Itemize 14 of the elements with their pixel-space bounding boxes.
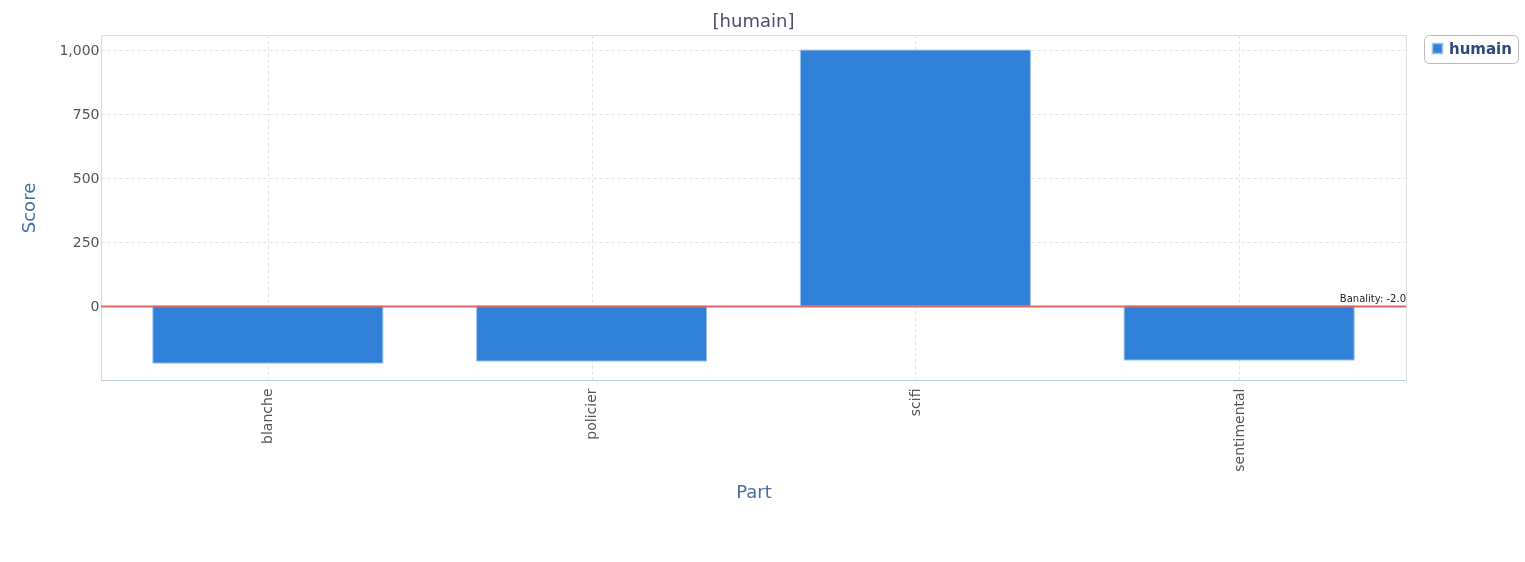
y-tick-label: 1,000 <box>59 41 100 58</box>
x-tick-label: scifi <box>906 388 923 417</box>
y-tick-label: 0 <box>90 297 100 314</box>
x-axis-title: Part <box>736 480 772 502</box>
x-tick-label: blanche <box>259 388 276 444</box>
y-tick-label: 500 <box>72 169 100 186</box>
chart-title: [humain] <box>712 9 795 31</box>
y-tick-label: 250 <box>72 233 100 250</box>
legend-label: humain <box>1449 39 1512 58</box>
ref-line-label: Banality: -2.0 <box>1339 292 1406 304</box>
y-tick-label: 750 <box>72 105 100 122</box>
x-tick-label: policier <box>583 388 600 440</box>
x-tick-label: sentimental <box>1230 388 1247 472</box>
y-axis-title: Score <box>18 182 40 234</box>
